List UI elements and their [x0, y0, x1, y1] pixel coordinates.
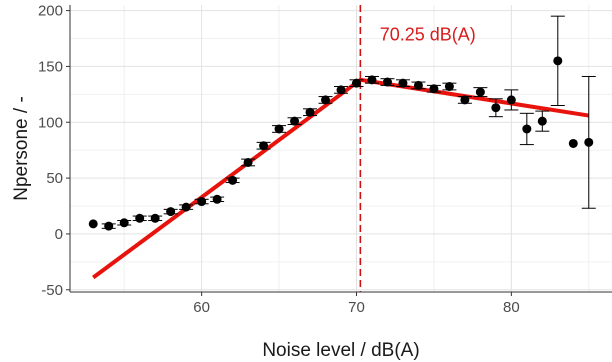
data-point [119, 218, 129, 228]
data-point [382, 77, 392, 87]
data-point [429, 84, 439, 94]
y-tick-label: -50 [41, 282, 63, 299]
x-tick-label: 60 [193, 299, 210, 316]
data-point [212, 194, 222, 204]
data-point [475, 87, 485, 97]
y-tick-label: 200 [38, 3, 63, 20]
data-point [228, 175, 238, 185]
data-points-layer [88, 15, 596, 231]
data-point [398, 78, 408, 88]
data-point [537, 116, 547, 126]
data-point [104, 221, 114, 231]
data-point [553, 56, 563, 66]
tick-labels: 60 70 80 -50 0 50 100 150 200 [38, 3, 520, 316]
data-point [584, 137, 594, 147]
data-point [166, 207, 176, 217]
data-point [305, 107, 315, 117]
axes [66, 5, 612, 296]
data-point [367, 75, 377, 85]
data-point [274, 124, 284, 134]
minor-gridlines [70, 5, 612, 292]
data-point [321, 95, 331, 105]
data-point [135, 213, 145, 223]
data-point [150, 213, 160, 223]
data-point [506, 95, 516, 105]
data-point [522, 124, 532, 134]
x-tick-label: 80 [503, 299, 520, 316]
fit-line [92, 77, 590, 280]
y-tick-label: 100 [38, 114, 63, 131]
data-point [259, 141, 269, 151]
data-point [336, 85, 346, 95]
y-tick-label: 50 [46, 170, 63, 187]
data-point [413, 80, 423, 90]
x-axis-title: Noise level / dB(A) [262, 340, 419, 361]
fit-line-layer [92, 77, 590, 280]
data-point [243, 157, 253, 167]
y-axis-title: Npersone / - [11, 96, 32, 201]
data-point [290, 116, 300, 126]
data-point [444, 82, 454, 92]
data-point [568, 138, 578, 148]
data-point [197, 197, 207, 207]
y-tick-label: 0 [55, 226, 63, 243]
major-gridlines [70, 5, 612, 292]
data-point [351, 78, 361, 88]
data-point [181, 202, 191, 212]
data-point [88, 219, 98, 229]
threshold-annotation: 70.25 dB(A) [380, 25, 476, 45]
data-point [460, 95, 470, 105]
data-point [491, 103, 501, 113]
y-tick-label: 150 [38, 58, 63, 75]
x-tick-label: 70 [348, 299, 365, 316]
